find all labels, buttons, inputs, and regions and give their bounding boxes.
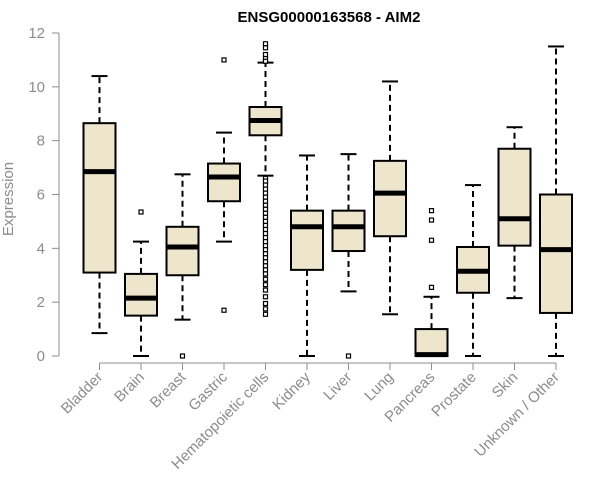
iqr-box bbox=[82, 122, 117, 274]
iqr-box bbox=[414, 328, 449, 358]
x-tick-label: Bladder bbox=[58, 369, 107, 418]
y-tick-label: 8 bbox=[37, 133, 45, 150]
y-axis-label: Expression bbox=[0, 162, 17, 236]
outlier-point bbox=[262, 294, 269, 300]
outlier-point bbox=[262, 247, 269, 253]
chart-title: ENSG00000163568 - AIM2 bbox=[238, 9, 421, 26]
outlier-point bbox=[262, 234, 269, 241]
outlier-point bbox=[262, 186, 269, 192]
outlier-point bbox=[262, 267, 269, 273]
outlier-point bbox=[221, 57, 227, 63]
outlier-point bbox=[262, 178, 269, 184]
iqr-box bbox=[207, 162, 241, 203]
y-tick-label: 6 bbox=[37, 187, 45, 204]
outlier-point bbox=[138, 209, 144, 215]
outlier-point bbox=[262, 276, 269, 282]
box-hematopoietic-cells bbox=[248, 41, 283, 317]
box-bladder bbox=[82, 75, 117, 335]
outlier-point bbox=[262, 218, 269, 225]
outlier-point bbox=[262, 282, 269, 288]
boxes-group bbox=[82, 41, 573, 359]
outlier-point bbox=[345, 353, 352, 359]
outlier-point bbox=[262, 300, 269, 307]
iqr-box bbox=[331, 209, 366, 253]
box-brain bbox=[124, 209, 158, 357]
outlier-point bbox=[262, 271, 269, 277]
iqr-box bbox=[290, 209, 324, 271]
outlier-point bbox=[428, 284, 435, 290]
y-tick-label: 10 bbox=[28, 79, 45, 96]
box-skin bbox=[497, 126, 532, 300]
y-axis: 0 2 4 6 8 10 12 bbox=[28, 25, 60, 365]
iqr-box bbox=[165, 225, 200, 277]
x-tick-label: Kidney bbox=[269, 368, 314, 413]
outlier-point bbox=[262, 287, 269, 293]
y-tick-label: 2 bbox=[37, 294, 45, 311]
outlier-point bbox=[221, 307, 227, 313]
box-liver bbox=[331, 153, 366, 359]
x-tick-label: Skin bbox=[489, 369, 522, 402]
outlier-point bbox=[262, 194, 269, 200]
box-lung bbox=[373, 80, 407, 316]
outlier-point bbox=[262, 45, 269, 51]
y-tick-label: 0 bbox=[37, 348, 45, 365]
outlier-point bbox=[179, 353, 186, 359]
outlier-point bbox=[262, 182, 269, 188]
x-tick-label: Breast bbox=[147, 368, 190, 411]
box-kidney bbox=[290, 154, 324, 357]
iqr-box bbox=[124, 272, 158, 317]
outlier-point bbox=[262, 58, 269, 64]
x-tick-label: Lung bbox=[361, 369, 397, 405]
iqr-box bbox=[497, 147, 532, 247]
x-tick-label: Liver bbox=[320, 369, 355, 404]
outlier-point bbox=[262, 198, 269, 204]
outlier-point bbox=[262, 226, 269, 233]
outlier-point bbox=[262, 259, 269, 265]
y-tick-label: 12 bbox=[28, 25, 45, 42]
outlier-point bbox=[262, 41, 269, 47]
outlier-point bbox=[262, 190, 269, 196]
outlier-point bbox=[428, 237, 435, 243]
x-tick-label: Prostate bbox=[428, 369, 480, 421]
y-tick-label: 4 bbox=[37, 240, 45, 257]
outlier-point bbox=[262, 214, 269, 220]
outlier-point bbox=[262, 263, 269, 269]
box-unknown-other bbox=[539, 45, 573, 357]
x-tick-label: Brain bbox=[111, 369, 148, 406]
outlier-point bbox=[262, 210, 269, 216]
outlier-point bbox=[262, 239, 269, 245]
outlier-point bbox=[262, 202, 269, 208]
outlier-point bbox=[262, 306, 269, 312]
outlier-point bbox=[428, 217, 435, 223]
box-gastric bbox=[207, 57, 241, 313]
outlier-point bbox=[262, 251, 269, 257]
iqr-box bbox=[373, 159, 407, 238]
outlier-point bbox=[428, 208, 435, 214]
box-pancreas bbox=[414, 208, 449, 358]
outlier-point bbox=[262, 255, 269, 261]
outlier-point bbox=[262, 230, 269, 237]
box-prostate bbox=[456, 184, 490, 357]
outlier-point bbox=[262, 222, 269, 229]
iqr-box bbox=[539, 193, 573, 314]
outlier-point bbox=[262, 51, 269, 58]
outlier-point bbox=[262, 206, 269, 212]
box-breast bbox=[165, 173, 200, 359]
outlier-point bbox=[262, 243, 269, 249]
outlier-point bbox=[262, 311, 269, 317]
